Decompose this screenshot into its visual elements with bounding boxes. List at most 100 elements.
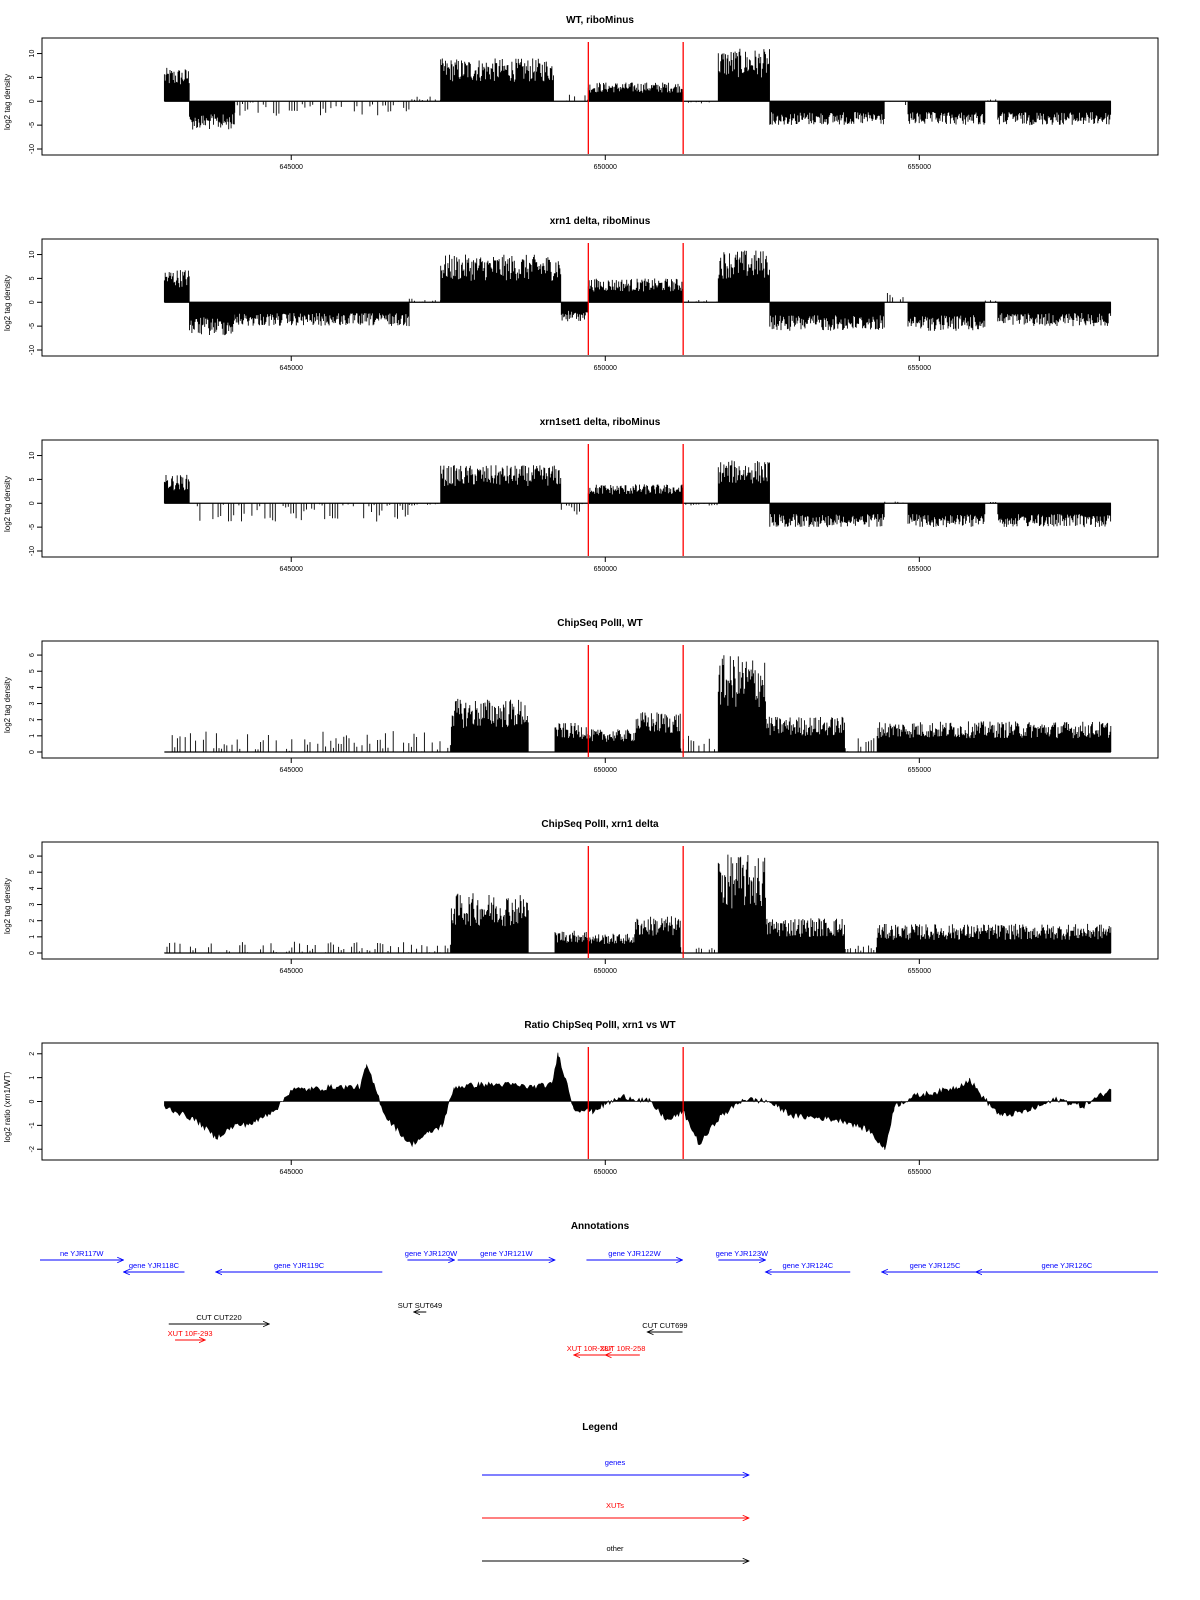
annotations-title: Annotations: [571, 1221, 630, 1232]
y-tick-label: 0: [29, 99, 36, 103]
annotation-track: ne YJR117W gene YJR118C gene YJR119C gene Y…: [40, 1249, 1158, 1355]
x-tick-label: 645000: [280, 566, 303, 573]
y-axis-label: log2 tag density: [3, 677, 12, 733]
y-tick-label: 0: [29, 951, 36, 955]
gene-feature-label: gene YJR121W: [480, 1249, 533, 1258]
x-tick-label: 645000: [280, 365, 303, 372]
panel-chipseq-ratio: Ratio ChipSeq PolII, xrn1 vs WT log2 rat…: [3, 1020, 676, 1142]
y-tick-label: 6: [29, 653, 36, 657]
y-tick-label: 5: [29, 669, 36, 673]
x-tick-label: 655000: [908, 1169, 931, 1176]
density-bars: [163, 48, 1112, 130]
panel-plot-4: 0 1 2 3 4 5 6 645000 650000 655000: [29, 841, 1159, 975]
x-tick-label: 650000: [594, 968, 617, 975]
y-tick-label: -5: [29, 323, 36, 329]
xut-feature-label: XUT 10F-293: [168, 1329, 213, 1338]
x-tick-label: 645000: [280, 1169, 303, 1176]
gene-feature-label: gene YJR119C: [274, 1261, 325, 1270]
y-tick-label: 10: [29, 50, 36, 58]
panel-xrn1-ribominus: xrn1 delta, riboMinus log2 tag density: [3, 216, 651, 331]
panel-title: Ratio ChipSeq PolII, xrn1 vs WT: [524, 1020, 675, 1031]
y-axis-label: log2 ratio (xrn1/WT): [3, 1071, 12, 1142]
ratio-area: [164, 1052, 1112, 1150]
y-tick-label: 4: [29, 886, 36, 890]
gene-feature-label: gene YJR123W: [716, 1249, 769, 1258]
panel-plot-2: -10 -5 0 5 10 645000 650000 655000: [29, 439, 1159, 573]
y-tick-label: 1: [29, 1076, 36, 1080]
y-tick-label: -5: [29, 524, 36, 530]
panel-xrn1set1-ribominus: xrn1set1 delta, riboMinus log2 tag densi…: [3, 417, 661, 532]
legend-title: Legend: [582, 1422, 618, 1433]
y-tick-label: 10: [29, 251, 36, 259]
y-tick-label: 5: [29, 477, 36, 481]
y-tick-label: 3: [29, 701, 36, 705]
x-tick-label: 655000: [908, 164, 931, 171]
x-tick-label: 645000: [280, 164, 303, 171]
gene-feature-label: gene YJR122W: [608, 1249, 661, 1258]
y-tick-label: 1: [29, 734, 36, 738]
y-tick-label: 10: [29, 452, 36, 460]
y-axis-label: log2 tag density: [3, 74, 12, 130]
other-feature-label: SUT SUT649: [398, 1301, 442, 1310]
legend-label: other: [606, 1544, 624, 1553]
plot-frame: [41, 238, 1159, 357]
y-tick-label: 4: [29, 685, 36, 689]
x-tick-label: 650000: [594, 164, 617, 171]
plot-frame: [41, 37, 1159, 156]
density-bars: [163, 460, 1112, 528]
gene-feature-label: gene YJR125C: [910, 1261, 961, 1270]
panel-title: xrn1 delta, riboMinus: [550, 216, 651, 227]
gene-feature-label: gene YJR126C: [1042, 1261, 1093, 1270]
x-tick-label: 655000: [908, 566, 931, 573]
y-tick-label: 5: [29, 276, 36, 280]
x-tick-label: 645000: [280, 968, 303, 975]
xut-feature-label: XUT 10R-287: [567, 1344, 613, 1353]
y-axis-label: log2 tag density: [3, 275, 12, 331]
x-tick-label: 650000: [594, 365, 617, 372]
panel-wt-ribominus: WT, riboMinus log2 tag density: [3, 15, 634, 130]
panel-chipseq-xrn1: ChipSeq PolII, xrn1 delta log2 tag densi…: [3, 819, 659, 934]
y-tick-label: 5: [29, 870, 36, 874]
panel-title: ChipSeq PolII, xrn1 delta: [541, 819, 659, 830]
y-tick-label: 0: [29, 501, 36, 505]
density-bars: [171, 655, 1112, 752]
panel-plot-1: -10 -5 0 5 10 645000 650000 655000: [29, 238, 1159, 372]
x-tick-label: 650000: [594, 566, 617, 573]
other-feature-label: CUT CUT220: [196, 1313, 241, 1322]
y-tick-label: 0: [29, 750, 36, 754]
plot-frame: [41, 439, 1159, 558]
y-tick-label: 0: [29, 1099, 36, 1103]
density-bars: [163, 250, 1112, 336]
x-tick-label: 650000: [594, 1169, 617, 1176]
y-tick-label: -1: [29, 1122, 36, 1128]
x-tick-label: 655000: [908, 968, 931, 975]
x-tick-label: 655000: [908, 767, 931, 774]
plot-frame: [41, 640, 1159, 759]
panel-title: ChipSeq PolII, WT: [557, 618, 643, 629]
y-tick-label: 5: [29, 75, 36, 79]
gene-feature-label: ne YJR117W: [60, 1249, 104, 1258]
panel-chipseq-wt: ChipSeq PolII, WT log2 tag density: [3, 618, 643, 733]
y-tick-label: 0: [29, 300, 36, 304]
panel-plot-3: 0 1 2 3 4 5 6 645000 650000 655000: [29, 640, 1159, 774]
gene-feature-label: gene YJR124C: [782, 1261, 833, 1270]
y-axis-label: log2 tag density: [3, 878, 12, 934]
gene-feature-label: gene YJR120W: [405, 1249, 458, 1258]
x-tick-label: 650000: [594, 767, 617, 774]
y-tick-label: -5: [29, 122, 36, 128]
x-tick-label: 655000: [908, 365, 931, 372]
y-tick-label: -10: [29, 345, 36, 355]
gene-feature-label: gene YJR118C: [129, 1261, 180, 1270]
panel-plot-0: -10 -5 0 5 10 645000 650000 655000: [29, 37, 1159, 171]
y-tick-label: 1: [29, 935, 36, 939]
y-tick-label: 2: [29, 1052, 36, 1056]
y-tick-label: -2: [29, 1146, 36, 1152]
y-tick-label: -10: [29, 144, 36, 154]
y-tick-label: 3: [29, 902, 36, 906]
y-axis-label: log2 tag density: [3, 476, 12, 532]
legend-label: genes: [605, 1458, 626, 1467]
panel-title: xrn1set1 delta, riboMinus: [540, 417, 661, 428]
plot-frame: [41, 841, 1159, 960]
